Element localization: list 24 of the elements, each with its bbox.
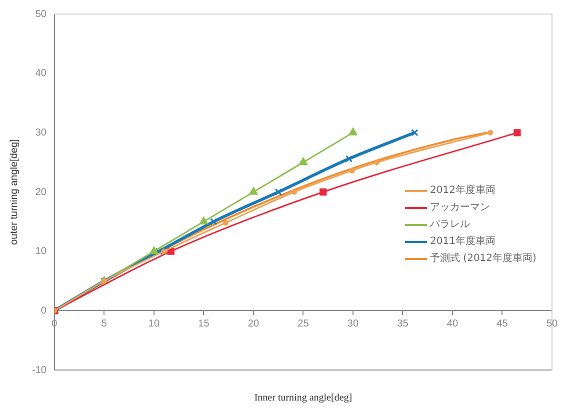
x-axis-title: Inner turning angle[deg] (254, 392, 352, 404)
x-tick-label: 45 (496, 318, 508, 330)
legend-label: アッカーマン (430, 201, 490, 215)
y-tick-label: 0 (40, 305, 47, 316)
y-tick-label: 40 (35, 68, 47, 80)
x-tick-label: 15 (198, 318, 210, 330)
y-tick-label: 10 (35, 246, 47, 258)
y-axis-title: outer turning angle[deg] (8, 138, 20, 245)
y-tick-label: 50 (35, 8, 47, 20)
x-tick-label: 10 (148, 318, 160, 330)
legend-label: 2012年度車両 (430, 184, 496, 198)
x-tick-label: 35 (397, 318, 409, 330)
y-tick-label: 30 (35, 127, 47, 138)
x-tick-label: 40 (446, 318, 458, 330)
x-tick-label: 30 (347, 318, 359, 330)
legend-label: 2011年度車両 (430, 234, 496, 249)
legend-label: 予測式 (2012年度車両) (430, 252, 536, 266)
x-tick-label: 5 (101, 318, 108, 330)
legend-label: パラレル (430, 218, 470, 232)
x-tick-label: 25 (298, 318, 310, 330)
y-tick-label: 20 (35, 186, 47, 198)
x-tick-label: 20 (248, 318, 260, 330)
x-tick-label: 50 (546, 318, 558, 330)
y-tick-label: -10 (32, 364, 47, 376)
